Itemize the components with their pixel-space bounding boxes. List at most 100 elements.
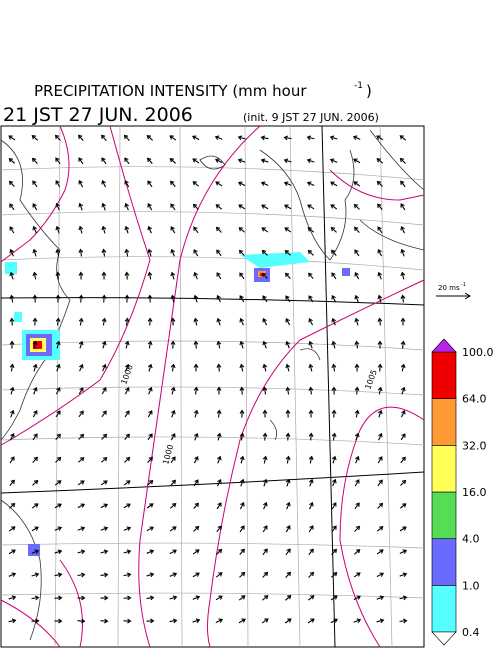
legend-swatch bbox=[431, 491, 457, 539]
wind-arrow bbox=[32, 248, 38, 257]
wind-arrow bbox=[261, 595, 269, 601]
wind-arrow bbox=[78, 340, 84, 349]
wind-arrow bbox=[124, 433, 130, 441]
wind-arrow bbox=[169, 618, 178, 624]
wind-arrow bbox=[9, 340, 15, 349]
wind-arrow bbox=[238, 204, 246, 210]
wind-arrow bbox=[215, 618, 224, 623]
wind-arrow bbox=[146, 503, 154, 509]
wind-arrow bbox=[54, 595, 63, 601]
wind-arrow bbox=[400, 180, 406, 188]
wind-arrow bbox=[284, 227, 292, 233]
precipitation bbox=[5, 252, 350, 556]
wind-arrow bbox=[55, 363, 61, 372]
legend-under bbox=[431, 631, 457, 646]
wind-arrow bbox=[284, 204, 292, 210]
wind-arrow bbox=[124, 387, 130, 395]
wind-arrow bbox=[32, 410, 38, 418]
wind-arrow bbox=[193, 386, 199, 395]
wind-arrow bbox=[238, 181, 246, 187]
wind-arrow bbox=[308, 455, 314, 464]
wind-arrow bbox=[193, 479, 199, 487]
wind-arrow bbox=[284, 618, 292, 624]
wind-arrow bbox=[146, 526, 154, 532]
wind-arrow bbox=[170, 226, 176, 234]
wind-arrow bbox=[8, 526, 16, 532]
wind-arrow bbox=[125, 363, 130, 372]
legend-label: 32.0 bbox=[462, 439, 487, 452]
wind-arrow bbox=[170, 294, 176, 303]
wind-arrow bbox=[354, 386, 360, 395]
wind-arrow bbox=[215, 226, 222, 233]
wind-arrow bbox=[170, 456, 176, 464]
wind-arrow bbox=[354, 525, 361, 532]
wind-arrow bbox=[332, 478, 337, 487]
wind-arrow bbox=[262, 272, 268, 280]
legend-label: 100.0 bbox=[462, 346, 494, 359]
wind-arrow bbox=[123, 549, 132, 555]
wind-arrow bbox=[77, 457, 85, 463]
wind-arrow bbox=[262, 548, 268, 556]
wind-arrow bbox=[285, 363, 291, 372]
wind-arrow bbox=[377, 317, 383, 326]
wind-arrow bbox=[55, 202, 60, 211]
wind-arrow bbox=[101, 157, 107, 165]
wind-arrow bbox=[32, 363, 38, 372]
wind-arrow bbox=[77, 549, 86, 555]
wind-arrow bbox=[32, 340, 38, 349]
wind-arrow bbox=[377, 456, 383, 464]
legend-label: 64.0 bbox=[462, 393, 487, 406]
wind-arrow bbox=[124, 410, 130, 418]
wind-arrow bbox=[286, 501, 291, 510]
wind-arrow bbox=[239, 455, 245, 464]
wind-arrow bbox=[9, 456, 15, 464]
wind-arrow bbox=[9, 317, 15, 326]
wind-arrow bbox=[354, 272, 360, 280]
wind-arrow bbox=[101, 294, 107, 303]
wind-arrow bbox=[353, 203, 360, 210]
wind-arrow bbox=[147, 203, 153, 211]
wind-arrow bbox=[239, 432, 245, 441]
wind-arrow bbox=[400, 203, 406, 211]
wind-arrow bbox=[148, 386, 153, 395]
wind-arrow bbox=[400, 340, 406, 349]
wind-arrow bbox=[285, 318, 291, 326]
wind-arrow bbox=[400, 225, 406, 234]
wind-arrow bbox=[100, 572, 109, 578]
legend-label: 16.0 bbox=[462, 486, 487, 499]
wind-arrow bbox=[101, 433, 108, 440]
wind-arrow bbox=[124, 180, 130, 188]
title: PRECIPITATION INTENSITY (mm hour bbox=[34, 82, 307, 100]
wind-arrow bbox=[262, 363, 268, 372]
wind-arrow bbox=[32, 317, 38, 326]
wind-arrow bbox=[169, 572, 178, 577]
wind-arrow bbox=[399, 135, 407, 141]
valid-time: 21 JST 27 JUN. 2006 bbox=[3, 104, 193, 126]
wind-arrow bbox=[31, 135, 39, 141]
wind-arrow bbox=[353, 181, 361, 187]
wind-arrow bbox=[192, 135, 200, 141]
wind-arrow bbox=[170, 363, 176, 372]
wind-arrow bbox=[54, 618, 63, 624]
wind-arrow bbox=[101, 271, 107, 280]
wind-arrow bbox=[307, 204, 315, 210]
wind-arrow bbox=[376, 526, 384, 532]
wind-arrow bbox=[55, 340, 61, 349]
wind-arrow bbox=[192, 572, 200, 578]
wind-arrow bbox=[239, 386, 245, 395]
wind-arrow bbox=[9, 502, 16, 509]
wind-arrow bbox=[331, 432, 337, 441]
map-frame bbox=[0, 125, 425, 648]
wind-arrow bbox=[124, 202, 129, 211]
wind-arrow bbox=[216, 548, 223, 555]
wind-arrow bbox=[170, 340, 176, 349]
wind-arrow bbox=[55, 248, 61, 257]
wind-arrow bbox=[308, 478, 314, 487]
wind-arrow bbox=[170, 386, 176, 395]
wind-arrow bbox=[31, 618, 40, 624]
wind-arrow bbox=[331, 455, 337, 464]
wind-arrow bbox=[193, 502, 199, 510]
wind-arrow bbox=[285, 571, 292, 578]
wind-arrow bbox=[261, 227, 269, 233]
